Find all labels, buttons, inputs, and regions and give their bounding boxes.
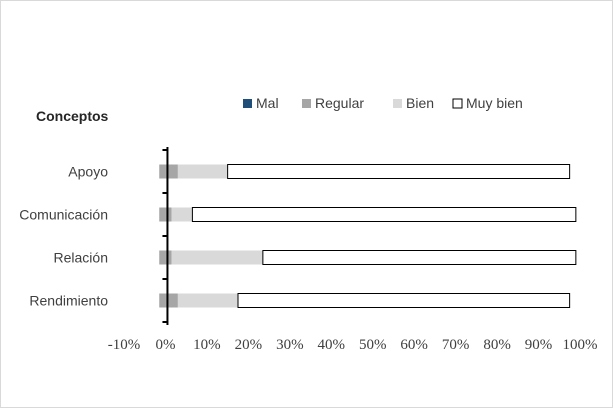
bar-regular-negative [159,207,166,222]
category-label: Rendimiento [29,293,108,309]
x-tick-labels: -10% 0% 10% 20% 30% 40% 50% 60% 70% 80% 90% 100% [108,337,598,353]
x-tick-label: 90% [525,337,553,353]
bar-regular-negative [159,164,166,179]
x-tick-label: 50% [359,337,387,353]
x-tick-label: 100% [563,337,598,353]
legend-swatch [302,99,311,108]
bar-bien [171,207,193,222]
x-tick-label: 70% [442,337,470,353]
category-label: Relación [54,250,108,266]
bar-regular [165,207,172,222]
legend-label: Muy bien [466,95,523,111]
category-axis [162,147,169,325]
x-tick-label: 10% [193,337,221,353]
bar-muy-bien [191,207,577,222]
legend-label: Mal [256,95,279,111]
legend-swatch [243,99,252,108]
bar-regular [165,250,172,265]
category-labels: Apoyo Comunicación Relación Rendimiento [19,164,108,309]
legend-label: Regular [315,95,364,111]
chart-title: Conceptos [36,108,109,124]
bar-muy-bien [237,293,571,308]
x-tick-label: 20% [235,337,263,353]
x-tick-label: 80% [483,337,511,353]
bar-regular [165,164,178,179]
x-tick-label: 60% [400,337,428,353]
bar-bien [177,293,238,308]
bar-regular-negative [159,293,166,308]
category-label: Comunicación [19,207,108,223]
x-tick-label: 40% [318,337,346,353]
bar-regular-negative [159,250,166,265]
x-tick-label: 0% [155,337,175,353]
x-tick-label: -10% [108,337,141,353]
x-tick-label: 30% [276,337,304,353]
legend-swatch [393,99,402,108]
legend: Mal Regular Bien Muy bien [243,95,523,111]
bar-muy-bien [227,164,571,179]
legend-label: Bien [406,95,434,111]
bars [159,164,577,308]
bar-bien [177,164,228,179]
legend-swatch [452,98,463,109]
bar-muy-bien [262,250,577,265]
category-label: Apoyo [68,164,108,180]
bar-regular [165,293,178,308]
bar-bien [171,250,263,265]
